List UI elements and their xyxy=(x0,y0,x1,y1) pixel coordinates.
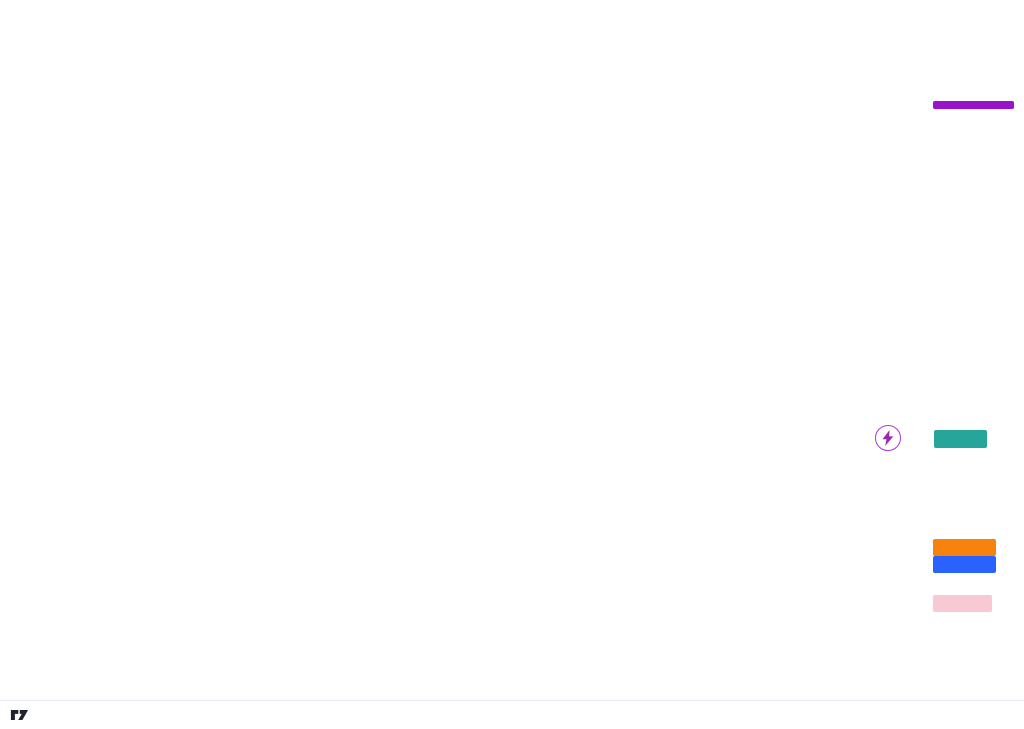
tradingview-logo-icon[interactable] xyxy=(10,706,29,724)
lightning-icon xyxy=(882,430,894,446)
hist-badge xyxy=(933,595,992,612)
macd-badge xyxy=(933,556,996,573)
volume-legend xyxy=(14,55,23,69)
footer-bar xyxy=(0,700,1024,729)
volume-badge xyxy=(934,430,987,448)
signal-badge xyxy=(933,539,996,556)
symbol-legend xyxy=(14,37,31,51)
last-price-badge xyxy=(933,101,1014,109)
instant-order-button[interactable] xyxy=(875,425,901,451)
macd-legend xyxy=(14,463,46,477)
